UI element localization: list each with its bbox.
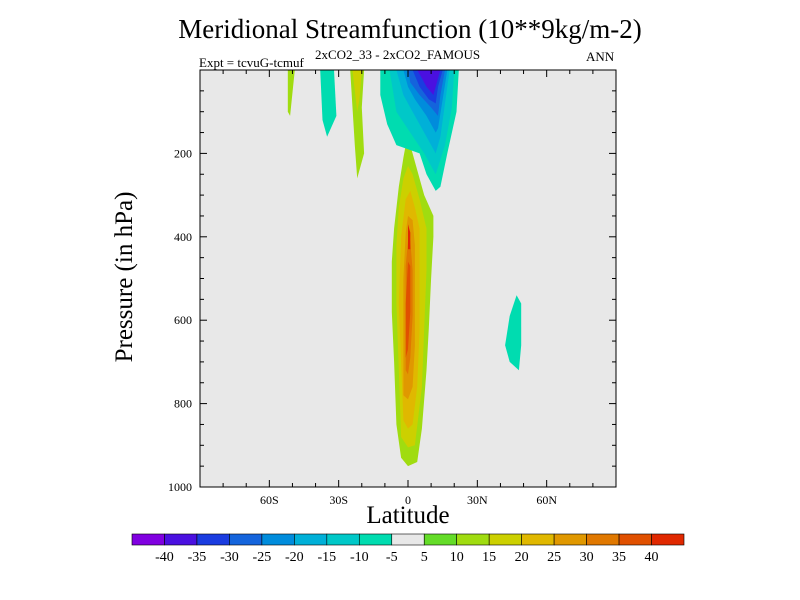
colorbar-swatch: [261, 533, 295, 546]
contour-layer: [287, 70, 522, 467]
colorbar-swatch: [358, 533, 393, 546]
colorbar-label: -15: [317, 550, 336, 565]
x-tick-label: 60N: [536, 493, 557, 507]
x-tick-label: 60S: [260, 493, 279, 507]
contour-region: [417, 70, 441, 95]
contour-region: [352, 70, 362, 112]
y-tick-label: 600: [174, 313, 192, 327]
colorbar-label: 10: [450, 550, 464, 565]
colorbar-label: -35: [188, 550, 207, 565]
colorbar-swatch: [131, 533, 165, 546]
x-axis-label: Latitude: [366, 502, 450, 529]
colorbar-swatch: [618, 533, 652, 546]
x-tick-label: 30S: [329, 493, 348, 507]
colorbar-label: 20: [515, 550, 529, 565]
colorbar-swatch: [423, 533, 458, 546]
axes: 60S 30S 0 30N 60N 200 400 600 800 1000: [168, 69, 617, 507]
colorbar-label: -40: [155, 550, 174, 565]
x-tick-label: 30N: [467, 493, 488, 507]
experiment-label: Expt = tcvuG-tcmuf: [199, 55, 304, 70]
colorbar-label: 35: [612, 550, 626, 565]
colorbar-swatch: [521, 533, 555, 546]
y-tick-label: 800: [174, 397, 192, 411]
colorbar: -40 -35 -30 -25 -20 -15 -10 -5 5 10 15 20 25 30 35 40: [131, 533, 685, 565]
colorbar-swatch: [326, 533, 360, 546]
colorbar-swatch: [196, 533, 230, 546]
chart-subtitle: 2xCO2_33 - 2xCO2_FAMOUS: [315, 47, 481, 62]
colorbar-swatch: [391, 533, 425, 546]
colorbar-label: 15: [482, 550, 496, 565]
colorbar-label: 5: [421, 550, 428, 565]
colorbar-label: -25: [253, 550, 272, 565]
contour-region: [320, 70, 337, 137]
colorbar-label: 40: [645, 550, 659, 565]
colorbar-swatch: [651, 533, 685, 546]
colorbar-swatch: [164, 533, 198, 546]
y-tick-label: 400: [174, 230, 192, 244]
colorbar-label: -5: [386, 550, 398, 565]
colorbar-swatch: [553, 533, 587, 546]
contour-region: [408, 224, 411, 250]
colorbar-swatch: [294, 533, 328, 546]
colorbar-label: -20: [285, 550, 304, 565]
colorbar-label: -10: [350, 550, 369, 565]
colorbar-label: -30: [220, 550, 239, 565]
colorbar-label: 25: [547, 550, 561, 565]
y-tick-label: 200: [174, 146, 192, 160]
season-label: ANN: [586, 49, 615, 64]
chart-title: Meridional Streamfunction (10**9kg/m-2): [178, 14, 642, 44]
colorbar-swatch: [586, 533, 620, 546]
colorbar-swatch: [456, 533, 490, 546]
contour-region: [405, 261, 411, 358]
colorbar-swatch: [488, 533, 522, 546]
contour-region: [505, 295, 522, 371]
x-tick-label: 0: [405, 493, 411, 507]
colorbar-label: 30: [580, 550, 594, 565]
contour-region: [350, 70, 365, 179]
contour-region: [287, 70, 295, 116]
colorbar-swatch: [229, 533, 263, 546]
y-tick-label: 1000: [168, 480, 192, 494]
